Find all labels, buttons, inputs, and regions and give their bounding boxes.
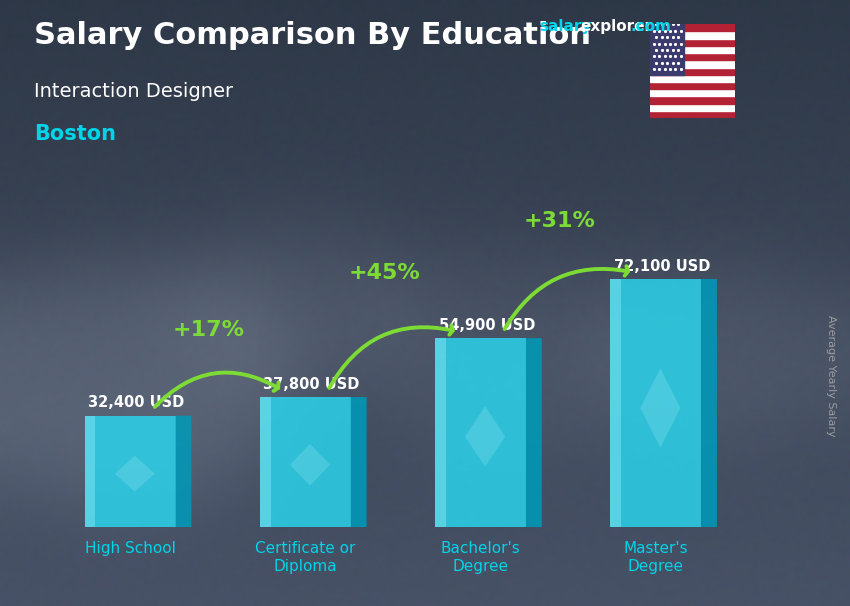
Polygon shape xyxy=(610,279,621,527)
Text: 72,100 USD: 72,100 USD xyxy=(614,259,710,273)
Polygon shape xyxy=(115,456,155,491)
Text: salary: salary xyxy=(540,19,592,35)
Polygon shape xyxy=(84,416,176,527)
Text: .com: .com xyxy=(631,19,672,35)
Polygon shape xyxy=(465,406,505,467)
Polygon shape xyxy=(640,368,680,448)
Polygon shape xyxy=(84,416,95,527)
Text: 54,900 USD: 54,900 USD xyxy=(439,318,535,333)
Polygon shape xyxy=(610,279,701,527)
Bar xyxy=(650,82,735,89)
Polygon shape xyxy=(526,338,541,527)
Text: 37,800 USD: 37,800 USD xyxy=(264,376,360,391)
Polygon shape xyxy=(176,416,191,527)
Polygon shape xyxy=(290,444,330,485)
Bar xyxy=(650,68,735,75)
Text: Boston: Boston xyxy=(34,124,116,144)
Bar xyxy=(650,96,735,104)
Bar xyxy=(650,104,735,111)
Text: Interaction Designer: Interaction Designer xyxy=(34,82,233,101)
Text: +31%: +31% xyxy=(524,211,595,231)
Polygon shape xyxy=(435,338,526,527)
Polygon shape xyxy=(701,279,717,527)
Text: Average Yearly Salary: Average Yearly Salary xyxy=(826,315,836,436)
Text: +45%: +45% xyxy=(348,262,420,283)
Polygon shape xyxy=(260,397,351,527)
Bar xyxy=(650,89,735,96)
Bar xyxy=(650,46,735,53)
Bar xyxy=(650,61,735,68)
Text: Salary Comparison By Education: Salary Comparison By Education xyxy=(34,21,591,50)
Bar xyxy=(650,24,684,75)
Polygon shape xyxy=(351,397,366,527)
Polygon shape xyxy=(435,338,445,527)
Text: explorer: explorer xyxy=(581,19,653,35)
Bar xyxy=(650,75,735,82)
Bar xyxy=(650,32,735,39)
Text: 32,400 USD: 32,400 USD xyxy=(88,395,184,410)
Bar xyxy=(650,53,735,61)
Polygon shape xyxy=(260,397,270,527)
Text: +17%: +17% xyxy=(173,320,245,341)
Bar xyxy=(650,111,735,118)
Bar xyxy=(650,39,735,46)
Bar xyxy=(650,24,735,32)
